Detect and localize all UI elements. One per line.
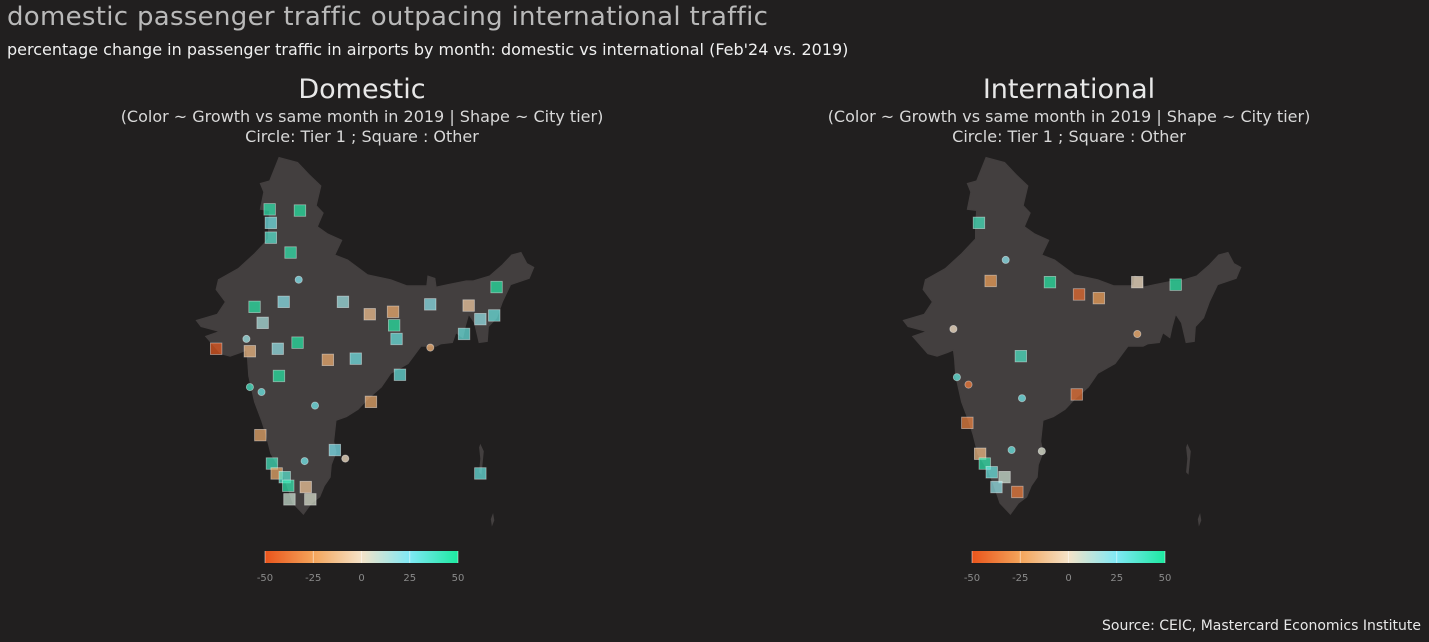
domestic-other-airport-marker: [299, 480, 312, 494]
international-tier1-airport-marker: [952, 373, 961, 382]
domestic-other-airport-marker: [424, 298, 437, 311]
domestic-other-airport-marker: [387, 319, 401, 332]
international-tier1-airport-marker: [1007, 445, 1016, 454]
international-other-airport-marker: [1043, 275, 1057, 289]
domestic-tier1-airport-marker: [426, 343, 435, 352]
domestic-other-airport-marker: [293, 204, 307, 217]
domestic-tier1-airport-marker: [257, 387, 266, 396]
domestic-other-airport-marker: [390, 332, 403, 346]
international-scale-tick-label: -25: [1012, 573, 1028, 584]
international-map-title: International: [982, 74, 1156, 105]
domestic-other-airport-marker: [264, 216, 278, 230]
domestic-other-airport-marker: [462, 299, 475, 312]
domestic-other-airport-marker: [291, 336, 304, 349]
international-map-shape-note: Circle: Tier 1 ; Square : Other: [952, 127, 1186, 146]
international-scale-tick-label: -50: [964, 573, 980, 584]
international-other-airport-marker: [1169, 278, 1182, 291]
domestic-other-airport-marker: [284, 246, 297, 259]
international-island-0: [1186, 443, 1191, 475]
domestic-other-airport-marker: [490, 280, 503, 294]
international-map-panel: International (Color ~ Growth vs same mo…: [759, 72, 1379, 592]
domestic-other-airport-marker: [272, 369, 286, 383]
domestic-scale-tick-label: -25: [305, 573, 321, 584]
domestic-other-airport-marker: [282, 479, 295, 492]
domestic-other-airport-marker: [243, 345, 257, 358]
international-scale-tick-label: 0: [1065, 573, 1071, 584]
international-scale-tick-label: 50: [1159, 573, 1172, 584]
international-other-airport-marker: [1011, 485, 1024, 499]
domestic-india-landmass: [195, 156, 535, 515]
international-india-landmass: [902, 156, 1242, 515]
international-other-airport-marker: [1014, 349, 1028, 363]
domestic-other-airport-marker: [363, 308, 376, 321]
page-title: domestic passenger traffic outpacing int…: [7, 2, 769, 32]
domestic-other-airport-marker: [248, 300, 261, 314]
international-other-airport-marker: [1092, 291, 1106, 305]
domestic-map-panel: Domestic (Color ~ Growth vs same month i…: [52, 72, 672, 592]
domestic-island-0: [479, 443, 484, 475]
domestic-tier1-airport-marker: [294, 275, 303, 284]
domestic-other-airport-marker: [364, 395, 378, 409]
domestic-tier1-airport-marker: [242, 334, 251, 343]
international-island-1: [1197, 513, 1202, 527]
domestic-tier1-airport-marker: [300, 457, 309, 466]
international-tier1-airport-marker: [1133, 329, 1142, 338]
domestic-other-airport-marker: [271, 342, 284, 355]
international-tier1-airport-marker: [1037, 447, 1046, 456]
international-other-airport-marker: [985, 466, 998, 479]
domestic-other-airport-marker: [209, 342, 223, 355]
domestic-other-airport-marker: [474, 467, 487, 480]
domestic-other-airport-marker: [263, 203, 276, 216]
international-other-airport-marker: [998, 470, 1011, 484]
international-tier1-airport-marker: [1017, 394, 1026, 403]
source-note: Source: CEIC, Mastercard Economics Insti…: [1102, 618, 1421, 634]
domestic-other-airport-marker: [283, 493, 296, 506]
international-other-airport-marker: [984, 274, 997, 288]
domestic-tier1-airport-marker: [310, 401, 319, 410]
domestic-map-shape-note: Circle: Tier 1 ; Square : Other: [245, 127, 479, 146]
domestic-tier1-airport-marker: [245, 383, 254, 392]
domestic-scale-tick-label: 50: [452, 573, 465, 584]
international-other-airport-marker: [1072, 288, 1086, 301]
domestic-color-scale-legend: -50 -25 0 25 50: [257, 551, 465, 584]
domestic-other-airport-marker: [386, 305, 400, 318]
international-tier1-airport-marker: [949, 324, 958, 333]
domestic-other-airport-marker: [457, 327, 471, 341]
international-other-airport-marker: [961, 416, 974, 430]
domestic-scale-tick-label: 25: [403, 573, 416, 584]
domestic-map-subtitle: (Color ~ Growth vs same month in 2019 | …: [120, 107, 604, 126]
domestic-island-1: [490, 513, 495, 527]
domestic-map-title: Domestic: [298, 74, 426, 105]
international-tier1-airport-marker: [964, 380, 973, 389]
domestic-scale-tick-label: 0: [358, 573, 364, 584]
international-map: [902, 156, 1242, 527]
international-other-airport-marker: [978, 457, 991, 470]
page-subtitle: percentage change in passenger traffic i…: [7, 40, 849, 59]
domestic-scale-tick-label: -50: [257, 573, 273, 584]
international-other-airport-marker: [1070, 388, 1083, 401]
international-map-subtitle: (Color ~ Growth vs same month in 2019 | …: [827, 107, 1311, 126]
domestic-other-airport-marker: [393, 368, 407, 381]
domestic-other-airport-marker: [264, 231, 278, 244]
domestic-other-airport-marker: [474, 312, 487, 326]
international-color-scale-legend: -50 -25 0 25 50: [964, 551, 1172, 584]
domestic-other-airport-marker: [256, 316, 269, 330]
domestic-other-airport-marker: [304, 493, 317, 506]
domestic-other-airport-marker: [349, 352, 362, 365]
domestic-other-airport-marker: [328, 443, 342, 457]
international-tier1-airport-marker: [1001, 255, 1010, 264]
domestic-tier1-airport-marker: [341, 454, 350, 463]
international-other-airport-marker: [990, 480, 1003, 494]
international-scale-tick-label: 25: [1110, 573, 1123, 584]
domestic-other-airport-marker: [488, 309, 501, 322]
domestic-other-airport-marker: [277, 295, 290, 309]
domestic-map: [195, 156, 535, 527]
domestic-other-airport-marker: [321, 353, 335, 367]
international-other-airport-marker: [972, 216, 986, 230]
domestic-other-airport-marker: [336, 295, 350, 309]
domestic-other-airport-marker: [254, 428, 267, 442]
international-other-airport-marker: [1131, 275, 1144, 289]
